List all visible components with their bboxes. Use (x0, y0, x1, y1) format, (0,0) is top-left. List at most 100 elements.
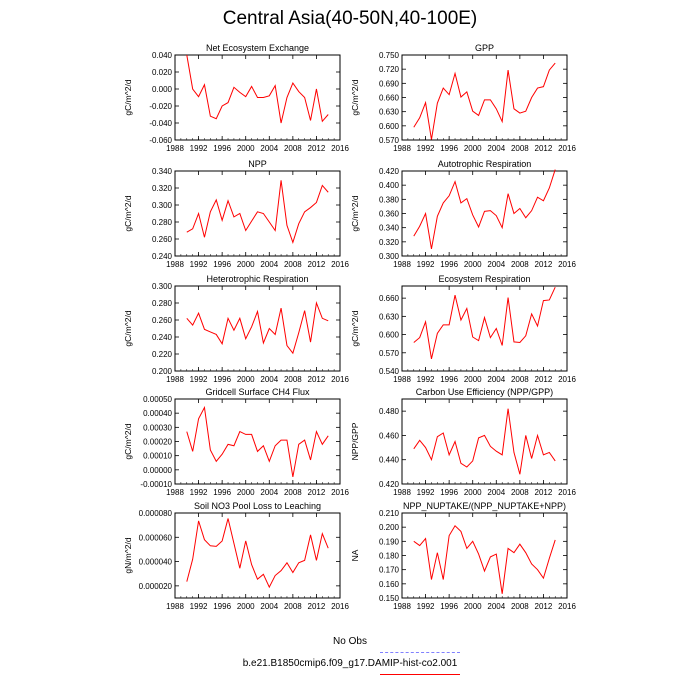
x-tick-label: 2012 (535, 144, 553, 153)
y-tick-label: 0.000 (152, 85, 173, 94)
y-tick-label: 0.220 (152, 350, 173, 359)
x-tick-label: 1996 (213, 602, 231, 611)
y-tick-label: 0.460 (379, 431, 400, 440)
chart-panel-8: Carbon Use Efficiency (NPP/GPP) 1988 1992 1… (350, 387, 576, 497)
x-tick-label: 2008 (284, 375, 302, 384)
x-tick-label: 2004 (487, 144, 505, 153)
y-tick-label: 0.150 (379, 594, 400, 603)
y-tick-label: 0.600 (379, 331, 400, 340)
x-tick-label: 2000 (237, 260, 255, 269)
y-tick-label: 0.660 (379, 294, 400, 303)
panel-title: GPP (475, 43, 494, 53)
x-tick-label: 2008 (284, 144, 302, 153)
y-tick-label: 0.260 (152, 235, 173, 244)
x-tick-label: 2012 (535, 602, 553, 611)
x-tick-label: 1996 (213, 488, 231, 497)
legend: No Obs b.e21.B1850cmip6.f09_g17.DAMIP-hi… (0, 636, 700, 686)
y-tick-label: 0.200 (379, 523, 400, 532)
y-tick-label: 0.260 (152, 316, 173, 325)
y-tick-label: 0.340 (152, 167, 173, 176)
x-tick-label: 2016 (558, 602, 576, 611)
x-tick-label: 2012 (308, 375, 326, 384)
y-axis-label: NA (350, 549, 360, 561)
y-tick-label: 0.240 (152, 252, 173, 261)
y-tick-label: 0.00030 (143, 423, 172, 432)
y-tick-label: 0.160 (379, 580, 400, 589)
x-tick-label: 2004 (260, 602, 278, 611)
x-tick-label: 2004 (260, 375, 278, 384)
y-tick-label: 0.210 (379, 509, 400, 518)
x-tick-label: 2000 (464, 375, 482, 384)
x-tick-label: 1996 (213, 375, 231, 384)
y-axis-label: gC/m^2/d (123, 79, 133, 115)
x-tick-label: 1992 (190, 375, 208, 384)
x-tick-label: 1992 (417, 488, 435, 497)
y-tick-label: -0.020 (149, 102, 172, 111)
x-tick-label: 2008 (511, 144, 529, 153)
y-tick-label: 0.720 (379, 65, 400, 74)
y-tick-label: 0.000020 (139, 582, 173, 591)
y-tick-label: 0.320 (379, 238, 400, 247)
x-tick-label: 1988 (393, 375, 411, 384)
x-tick-label: 2004 (260, 144, 278, 153)
y-tick-label: 0.000080 (139, 509, 173, 518)
y-axis-label: gC/m^2/d (123, 310, 133, 346)
x-tick-label: 2004 (260, 260, 278, 269)
x-tick-label: 2012 (308, 488, 326, 497)
x-tick-label: 2016 (331, 488, 349, 497)
y-tick-label: 0.190 (379, 537, 400, 546)
x-tick-label: 2004 (487, 488, 505, 497)
legend-label-model-run: b.e21.B1850cmip6.f09_g17.DAMIP-hist-co2.… (242, 658, 458, 669)
x-tick-label: 2008 (284, 260, 302, 269)
x-tick-label: 1992 (417, 260, 435, 269)
chart-panel-3: NPP 1988 1992 1996 2000 2004 2008 2012 2016 0.240… (123, 159, 349, 269)
x-tick-label: 1992 (190, 260, 208, 269)
chart-panel-4: Autotrophic Respiration 1988 1992 1996 2000 2… (350, 159, 576, 269)
y-tick-label: 0.00040 (143, 409, 172, 418)
y-tick-label: 0.440 (379, 456, 400, 465)
x-tick-label: 2000 (464, 260, 482, 269)
legend-label-no-obs: No Obs (333, 636, 367, 647)
plot-frame (174, 170, 341, 257)
x-tick-label: 2016 (558, 375, 576, 384)
plot-frame (401, 54, 568, 141)
x-tick-label: 2000 (237, 488, 255, 497)
chart-panel-5: Heterotrophic Respiration 1988 1992 1996 200… (123, 274, 349, 384)
x-tick-label: 1992 (190, 488, 208, 497)
y-tick-label: 0.420 (379, 480, 400, 489)
series-line (186, 54, 329, 124)
x-tick-label: 2012 (535, 375, 553, 384)
y-tick-label: 0.400 (379, 181, 400, 190)
legend-swatch-model-run (380, 674, 460, 675)
chart-panel-7: Gridcell Surface CH4 Flux 1988 1992 1996 200… (123, 387, 349, 497)
y-tick-label: 0.360 (379, 210, 400, 219)
y-axis-label: gC/m^2/d (350, 79, 360, 115)
x-tick-label: 2008 (511, 488, 529, 497)
panel-title: NPP_NUPTAKE/(NPP_NUPTAKE+NPP) (403, 501, 566, 511)
y-tick-label: 0.570 (379, 136, 400, 145)
y-tick-label: 0.570 (379, 349, 400, 358)
x-tick-label: 1992 (190, 144, 208, 153)
series-line (186, 518, 329, 589)
x-tick-label: 2004 (487, 602, 505, 611)
y-tick-label: 0.690 (379, 79, 400, 88)
x-tick-label: 1992 (190, 602, 208, 611)
x-tick-label: 1996 (440, 602, 458, 611)
y-tick-label: 0.630 (379, 312, 400, 321)
x-tick-label: 1988 (166, 488, 184, 497)
series-line (186, 301, 329, 355)
chart-panel-10: NPP_NUPTAKE/(NPP_NUPTAKE+NPP) 1988 1992 199… (350, 501, 576, 611)
x-tick-label: 1996 (440, 260, 458, 269)
y-tick-label: 0.170 (379, 566, 400, 575)
x-tick-label: 2004 (487, 260, 505, 269)
x-tick-label: 2016 (331, 602, 349, 611)
y-axis-label: gC/m^2/d (123, 423, 133, 459)
x-tick-label: 2012 (535, 260, 553, 269)
panel-title: Net Ecosystem Exchange (206, 43, 309, 53)
x-tick-label: 2004 (487, 375, 505, 384)
series-line (186, 180, 329, 244)
y-tick-label: 0.540 (379, 367, 400, 376)
x-tick-label: 2016 (331, 144, 349, 153)
panel-title: Soil NO3 Pool Loss to Leaching (194, 501, 321, 511)
x-tick-label: 2000 (464, 144, 482, 153)
